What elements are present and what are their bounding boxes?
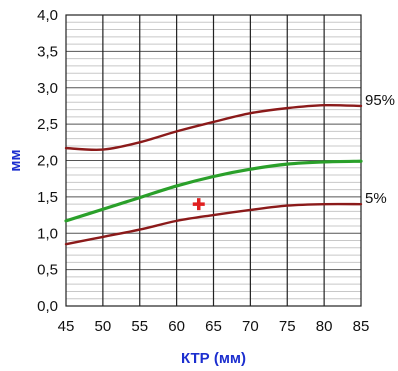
y-axis-ticks: 0,0 0,5 1,0 1,5 2,0 2,5 3,0 3,5 4,0 xyxy=(37,7,58,315)
y-tick-label: 3,0 xyxy=(37,80,58,97)
series-line-median xyxy=(64,159,363,223)
major-gridlines xyxy=(66,15,361,306)
series-line-p95 xyxy=(64,103,363,152)
y-tick-label: 3,5 xyxy=(37,43,58,60)
series-line-p5 xyxy=(64,202,363,246)
x-axis-ticks: 45 50 55 60 65 70 75 80 85 xyxy=(58,318,370,335)
x-tick-label: 85 xyxy=(353,318,370,335)
y-tick-label: 4,0 xyxy=(37,7,58,24)
y-axis-title: мм xyxy=(7,149,24,171)
y-tick-label: 0,0 xyxy=(37,298,58,315)
x-tick-label: 60 xyxy=(168,318,185,335)
y-tick-label: 1,0 xyxy=(37,225,58,242)
x-axis-title: КТР (мм) xyxy=(181,350,246,367)
x-tick-label: 70 xyxy=(242,318,259,335)
y-tick-label: 2,0 xyxy=(37,153,58,170)
series-labels: 95% 5% xyxy=(365,92,395,207)
series-label: 5% xyxy=(365,190,387,207)
x-tick-label: 45 xyxy=(58,318,75,335)
series-label: 95% xyxy=(365,92,395,109)
x-tick-label: 75 xyxy=(279,318,296,335)
measurement-marker xyxy=(192,198,205,211)
x-tick-label: 65 xyxy=(205,318,222,335)
x-tick-label: 50 xyxy=(95,318,112,335)
y-tick-label: 0,5 xyxy=(37,262,58,279)
x-tick-label: 55 xyxy=(131,318,148,335)
y-tick-label: 2,5 xyxy=(37,116,58,133)
x-tick-label: 80 xyxy=(316,318,333,335)
y-tick-label: 1,5 xyxy=(37,189,58,206)
series-lines xyxy=(64,103,363,246)
